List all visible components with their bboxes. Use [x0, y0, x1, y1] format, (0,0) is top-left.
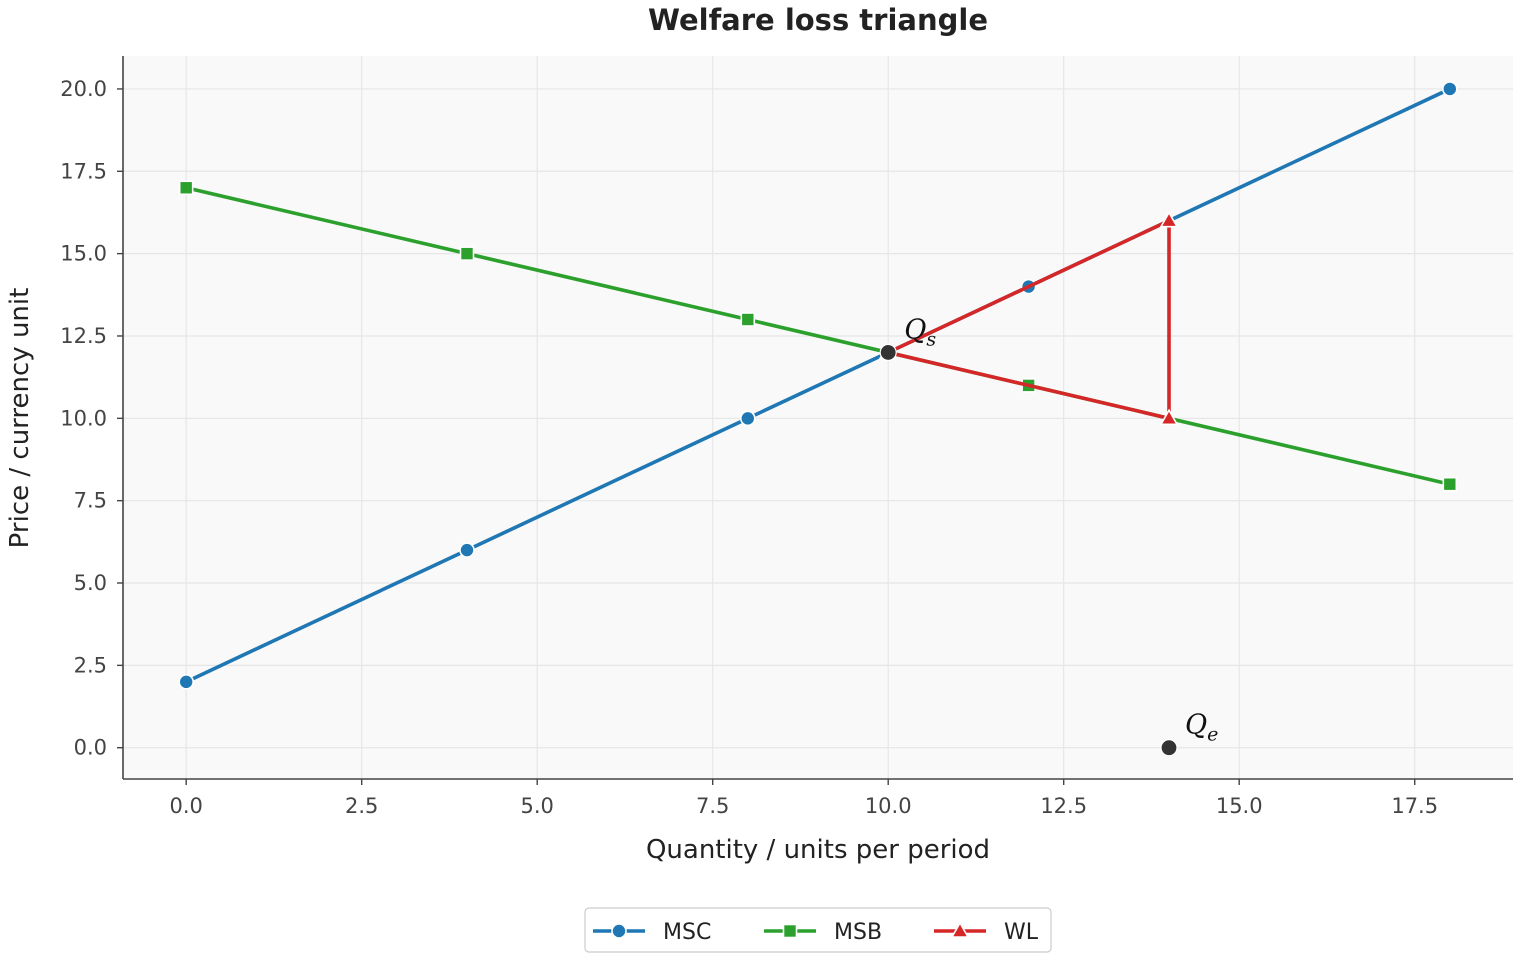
x-tick-label: 10.0 [865, 794, 912, 818]
series-msc-point [178, 674, 194, 690]
point-label-main: Q [1185, 710, 1207, 741]
point-qe [1160, 739, 1178, 757]
series-msc-point [1442, 81, 1458, 97]
y-tick-label: 7.5 [74, 489, 107, 513]
axes [122, 56, 1513, 780]
x-ticks: 0.0 2.5 5.0 7.5 10.0 12.5 15.0 17.5 [169, 779, 1438, 818]
y-tick-label: 5.0 [74, 571, 107, 595]
series-msb-point [740, 312, 756, 327]
legend-box [584, 907, 1052, 953]
legend-msc-label: MSC [663, 920, 711, 945]
y-tick-label: 12.5 [60, 324, 107, 348]
x-tick-label: 7.5 [696, 794, 729, 818]
point-qs-label: Qs [904, 314, 936, 350]
series-layer [178, 81, 1458, 690]
y-ticks: 0.0 2.5 5.0 7.5 10.0 12.5 15.0 17.5 20.0 [60, 77, 123, 760]
legend-msb-marker [782, 923, 798, 939]
x-axis-label: Quantity / units per period [646, 835, 990, 865]
series-msc-point [739, 410, 756, 427]
y-tick-label: 17.5 [60, 159, 107, 183]
x-tick-label: 2.5 [345, 794, 378, 818]
series-msb-point [459, 246, 475, 261]
y-axis-label: Price / currency unit [5, 288, 35, 549]
legend-wl-label: WL [1004, 920, 1039, 945]
y-tick-label: 0.0 [74, 736, 107, 760]
series-wl-point [1159, 408, 1179, 426]
y-tick-label: 2.5 [74, 653, 107, 677]
point-qe-label: Qe [1185, 710, 1218, 746]
legend-wl-marker [950, 921, 970, 938]
point-label-subscript: e [1207, 724, 1218, 746]
x-tick-label: 12.5 [1040, 794, 1087, 818]
series-msb-point [178, 180, 194, 196]
series-msb-point [1442, 476, 1458, 492]
legend: MSC MSB WL [584, 907, 1052, 953]
point-label-subscript: s [926, 328, 936, 350]
chart-title: Welfare loss triangle [648, 3, 988, 37]
plot-area [123, 56, 1513, 779]
series-msc-point [459, 542, 475, 558]
y-tick-label: 10.0 [60, 406, 107, 430]
x-tick-label: 15.0 [1216, 794, 1263, 818]
series-wl-point [1159, 211, 1179, 228]
point-label-main: Q [904, 314, 926, 345]
legend-msc-marker [611, 923, 627, 939]
x-tick-label: 17.5 [1391, 794, 1438, 818]
y-tick-label: 20.0 [60, 77, 107, 101]
x-tick-label: 0.0 [169, 794, 202, 818]
series-wl-line [887, 218, 1171, 421]
x-tick-label: 5.0 [520, 794, 553, 818]
point-qs [879, 343, 897, 362]
y-tick-label: 15.0 [60, 242, 107, 266]
legend-msb-label: MSB [834, 920, 882, 945]
